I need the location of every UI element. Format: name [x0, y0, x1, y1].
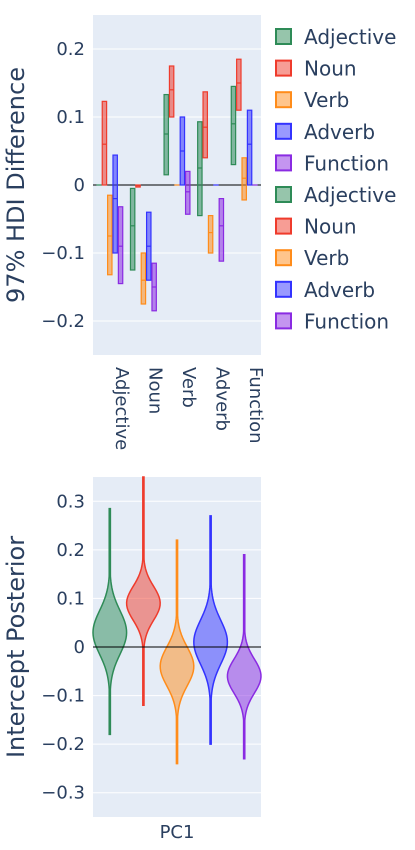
top-x-tick-label: Adjective — [111, 367, 132, 450]
violin-function[interactable] — [226, 553, 262, 760]
legend-label: Adverb — [304, 278, 375, 302]
legend-item-noun[interactable]: Noun — [275, 57, 357, 81]
bar-adjective-verb[interactable] — [163, 93, 170, 176]
top-x-tick-label: Verb — [178, 367, 199, 408]
bar-adjective-function[interactable] — [230, 85, 237, 166]
bar-adjective-adverb[interactable] — [197, 121, 203, 217]
legend-item-verb[interactable]: Verb — [275, 246, 349, 270]
legend-item-verb[interactable]: Verb — [275, 88, 349, 112]
bar-noun-verb[interactable] — [168, 65, 175, 118]
legend-swatch — [275, 249, 292, 267]
legend-swatch — [275, 312, 292, 330]
top-y-axis-title: 97% HDI Difference — [2, 67, 30, 303]
legend-swatch — [275, 59, 292, 77]
bar-function-verb[interactable] — [184, 170, 191, 215]
legend-label: Adverb — [304, 120, 375, 144]
bottom-y-ticks: 0.3 0.2 0.1 0 −0.1 −0.2 −0.3 — [41, 491, 85, 803]
bottom-x-tick-label: PC1 — [160, 822, 195, 843]
legend-swatch — [275, 186, 292, 203]
bottom-y-tick-label: 0.1 — [56, 588, 85, 609]
bar-noun-function[interactable] — [236, 58, 242, 111]
bar-verb-noun[interactable] — [140, 252, 147, 305]
legend-label: Adjective — [304, 183, 396, 207]
legend-item-adverb[interactable]: Adverb — [275, 278, 375, 302]
top-x-tick-label: Function — [245, 367, 266, 444]
violin-adverb[interactable] — [193, 515, 229, 745]
bar-adjective-noun[interactable] — [129, 187, 136, 271]
legend-label: Noun — [304, 57, 357, 81]
hdi-difference-chart: 0.2 0.1 0 −0.1 −0.2 Adjective Noun Verb Adverb F… — [2, 15, 266, 450]
bar-noun-adjective[interactable] — [101, 100, 108, 186]
legend-label: Function — [304, 309, 389, 333]
bottom-y-tick-label: 0 — [74, 637, 85, 658]
bottom-y-tick-label: −0.1 — [41, 686, 85, 707]
top-y-tick-label: 0.2 — [56, 39, 85, 60]
legend-swatch — [275, 122, 292, 140]
violin-verb[interactable] — [159, 539, 195, 765]
bar-function-adverb[interactable] — [218, 198, 225, 262]
bar-noun-adverb[interactable] — [202, 91, 209, 159]
legend-label: Adjective — [304, 25, 396, 49]
legend-item-noun[interactable]: Noun — [275, 215, 357, 239]
violin-noun[interactable] — [125, 476, 161, 707]
bottom-y-tick-label: −0.2 — [41, 734, 85, 755]
top-x-ticks: Adjective Noun Verb Adverb Function — [111, 367, 266, 450]
top-y-tick-label: −0.2 — [41, 311, 85, 332]
legend-item-function[interactable]: Function — [275, 151, 389, 175]
legend-label: Verb — [304, 88, 349, 112]
top-y-ticks: 0.2 0.1 0 −0.1 −0.2 — [41, 39, 85, 332]
bottom-y-tick-label: −0.3 — [41, 783, 85, 804]
bar-verb-adverb[interactable] — [207, 215, 214, 254]
legend-swatch — [275, 217, 292, 235]
legend-label: Noun — [304, 215, 357, 239]
legend-label: Function — [304, 151, 389, 175]
legend-swatch — [275, 91, 292, 109]
top-y-tick-label: −0.1 — [41, 243, 85, 264]
legend[interactable]: Adjective Noun Verb Adverb Function Adjective… — [275, 25, 396, 333]
legend-item-adjective[interactable]: Adjective — [275, 25, 396, 49]
bottom-y-tick-label: 0.2 — [56, 540, 85, 561]
legend-item-adjective[interactable]: Adjective — [275, 183, 396, 207]
bottom-violins — [92, 476, 262, 765]
bar-adverb-function[interactable] — [246, 109, 253, 186]
bar-verb-function[interactable] — [241, 157, 247, 201]
top-y-tick-label: 0 — [74, 175, 85, 196]
bar-function-adjective[interactable] — [117, 206, 124, 285]
legend-item-adverb[interactable]: Adverb — [275, 120, 375, 144]
top-y-tick-label: 0.1 — [56, 107, 85, 128]
bar-verb-adjective[interactable] — [107, 194, 113, 276]
legend-label: Verb — [304, 246, 349, 270]
legend-swatch — [275, 28, 292, 45]
legend-swatch — [275, 154, 292, 172]
bar-adverb-adjective[interactable] — [112, 154, 118, 254]
bottom-y-tick-label: 0.3 — [56, 491, 85, 512]
top-x-tick-label: Noun — [144, 367, 165, 414]
bottom-y-axis-title: Intercept Posterior — [2, 536, 30, 758]
legend-swatch — [275, 280, 292, 298]
top-x-tick-label: Adverb — [212, 367, 233, 431]
intercept-posterior-chart: 0.3 0.2 0.1 0 −0.1 −0.2 −0.3 PC1 Intercept Pos… — [2, 476, 262, 843]
top-bars — [96, 58, 258, 312]
violin-adjective[interactable] — [92, 507, 128, 736]
legend-item-function[interactable]: Function — [275, 309, 389, 333]
